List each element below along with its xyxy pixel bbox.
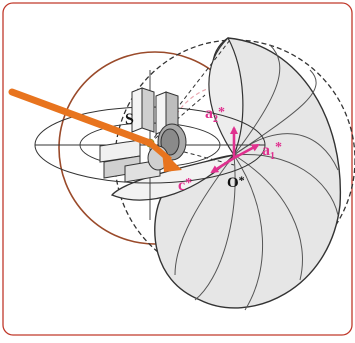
xray-beam: [8, 88, 182, 172]
c-label: c*: [178, 176, 192, 194]
source-label: S: [125, 111, 134, 128]
a2-label: a2*: [205, 105, 225, 125]
c-vector: [210, 156, 235, 174]
a1-label: a1*: [262, 140, 282, 162]
goniometer-head: [99, 87, 187, 183]
origin-label: O*: [227, 173, 245, 191]
front-petal: [110, 153, 236, 201]
a1-vector: [233, 143, 260, 160]
upper-petal: [208, 37, 244, 157]
reciprocal-axes: [210, 126, 260, 174]
